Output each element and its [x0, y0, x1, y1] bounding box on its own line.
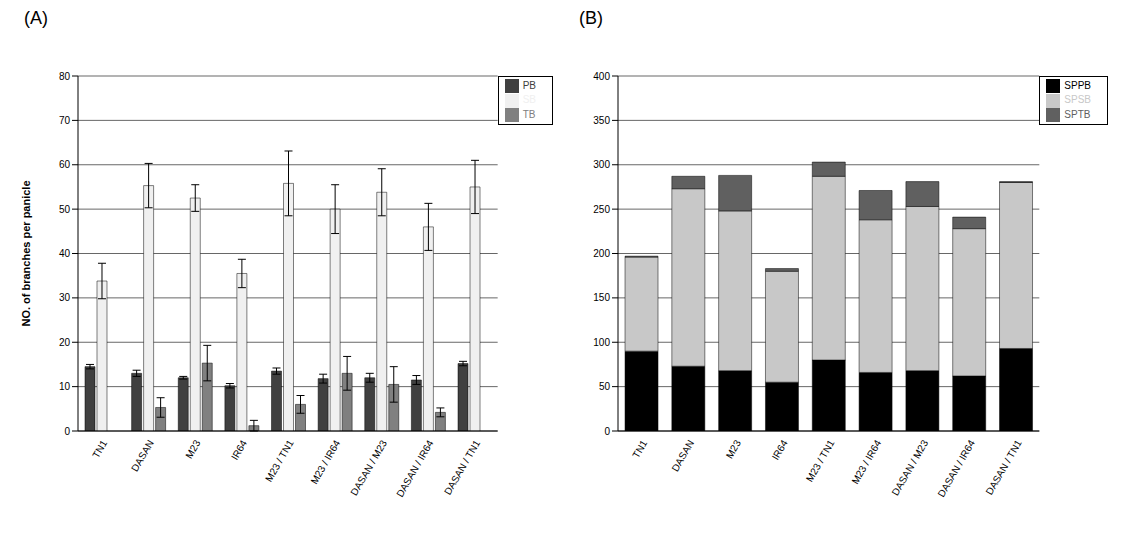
- svg-text:DASAN / TN1: DASAN / TN1: [442, 438, 482, 497]
- html-text:SPSB: SPSB: [1064, 94, 1091, 106]
- svg-text:TN1: TN1: [90, 438, 109, 460]
- svg-text:M23: M23: [724, 438, 743, 461]
- svg-text:300: 300: [593, 159, 610, 170]
- svg-text:100: 100: [593, 337, 610, 348]
- svg-text:50: 50: [599, 381, 611, 392]
- svg-text:50: 50: [59, 204, 71, 215]
- svg-text:60: 60: [59, 159, 71, 170]
- svg-text:400: 400: [593, 71, 610, 82]
- svg-text:M23 / IR64: M23 / IR64: [308, 438, 342, 486]
- svg-text:0: 0: [604, 426, 610, 437]
- svg-text:20: 20: [59, 337, 71, 348]
- svg-text:M23 / IR64: M23 / IR64: [849, 438, 883, 486]
- svg-text:DASAN / M23: DASAN / M23: [348, 438, 389, 498]
- svg-text:10: 10: [59, 381, 71, 392]
- svg-text:40: 40: [59, 248, 71, 259]
- svg-text:DASAN: DASAN: [129, 438, 156, 473]
- svg-text:IR64: IR64: [770, 438, 790, 462]
- svg-text:30: 30: [59, 292, 71, 303]
- svg-text:80: 80: [59, 71, 71, 82]
- svg-text:DASAN: DASAN: [669, 438, 696, 473]
- svg-text:70: 70: [59, 115, 71, 126]
- svg-text:150: 150: [593, 292, 610, 303]
- html-text:(A): (A): [24, 8, 48, 28]
- html-text:SPPB: SPPB: [1064, 80, 1091, 91]
- html-text:PB: PB: [522, 80, 536, 91]
- svg-text:DASAN / TN1: DASAN / TN1: [984, 438, 1024, 497]
- svg-text:M23 / TN1: M23 / TN1: [804, 438, 837, 484]
- svg-text:DASAN / IR64: DASAN / IR64: [935, 438, 977, 499]
- html-text:SB: SB: [522, 94, 536, 106]
- svg-text:M23 / TN1: M23 / TN1: [263, 438, 296, 484]
- svg-text:M23: M23: [183, 438, 202, 461]
- svg-text:IR64: IR64: [229, 438, 249, 462]
- svg-text:TN1: TN1: [630, 438, 649, 460]
- html-text:TB: TB: [522, 108, 536, 120]
- svg-text:350: 350: [593, 115, 610, 126]
- svg-text:250: 250: [593, 204, 610, 215]
- html-text:SPTB: SPTB: [1064, 108, 1091, 120]
- svg-text:0: 0: [64, 426, 70, 437]
- html-text:(B): (B): [579, 8, 603, 28]
- svg-text:200: 200: [593, 248, 610, 259]
- svg-text:NO. of branches per panicle: NO. of branches per panicle: [20, 180, 32, 326]
- svg-text:DASAN / M23: DASAN / M23: [890, 438, 931, 498]
- svg-text:DASAN / IR64: DASAN / IR64: [394, 438, 436, 499]
